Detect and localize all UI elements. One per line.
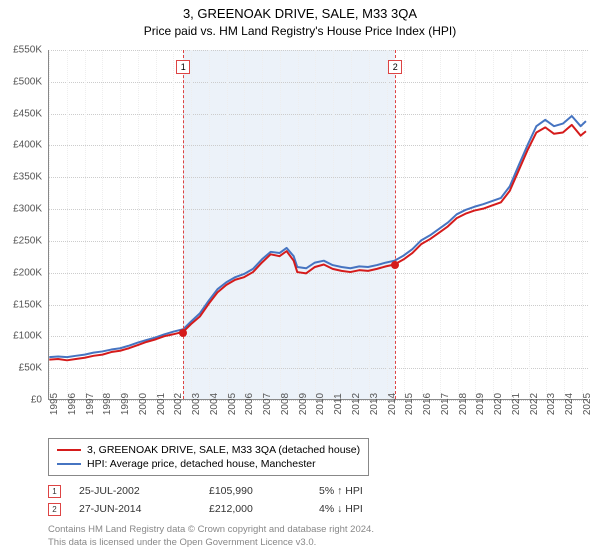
x-tick-label: 2005	[227, 393, 238, 415]
legend-item: 3, GREENOAK DRIVE, SALE, M33 3QA (detach…	[57, 443, 360, 457]
x-tick-label: 2006	[244, 393, 255, 415]
event-marker-box: 1	[48, 485, 61, 498]
x-tick-label: 2023	[546, 393, 557, 415]
legend-item: HPI: Average price, detached house, Manc…	[57, 457, 360, 471]
x-tick-label: 2008	[280, 393, 291, 415]
x-tick-label: 1999	[120, 393, 131, 415]
y-tick-label: £300K	[13, 204, 42, 215]
legend-swatch	[57, 449, 81, 451]
event-diff: 5% ↑ HPI	[319, 485, 419, 497]
x-tick-label: 1996	[67, 393, 78, 415]
event-marker-dot	[179, 329, 187, 337]
y-tick-label: £450K	[13, 108, 42, 119]
footer-line: This data is licensed under the Open Gov…	[48, 537, 374, 550]
x-tick-label: 2018	[458, 393, 469, 415]
chart-subtitle: Price paid vs. HM Land Registry's House …	[0, 21, 600, 42]
x-tick-label: 2007	[262, 393, 273, 415]
x-tick-label: 1995	[49, 393, 60, 415]
x-tick-label: 2000	[138, 393, 149, 415]
x-tick-label: 2001	[156, 393, 167, 415]
chart-area: £0£50K£100K£150K£200K£250K£300K£350K£400…	[48, 50, 588, 400]
chart-title: 3, GREENOAK DRIVE, SALE, M33 3QA	[0, 0, 600, 21]
events-table: 1 25-JUL-2002 £105,990 5% ↑ HPI 2 27-JUN…	[48, 482, 419, 518]
x-tick-label: 2003	[191, 393, 202, 415]
event-diff: 4% ↓ HPI	[319, 503, 419, 515]
x-tick-label: 2016	[422, 393, 433, 415]
event-date: 27-JUN-2014	[79, 503, 209, 515]
legend-label: 3, GREENOAK DRIVE, SALE, M33 3QA (detach…	[87, 444, 360, 456]
event-marker-dot	[391, 261, 399, 269]
x-tick-label: 2017	[440, 393, 451, 415]
x-tick-label: 2019	[475, 393, 486, 415]
legend: 3, GREENOAK DRIVE, SALE, M33 3QA (detach…	[48, 438, 369, 476]
event-row: 2 27-JUN-2014 £212,000 4% ↓ HPI	[48, 500, 419, 518]
event-marker-box: 1	[176, 60, 190, 74]
event-marker-box: 2	[388, 60, 402, 74]
y-tick-label: £500K	[13, 76, 42, 87]
x-tick-label: 2022	[529, 393, 540, 415]
x-tick-label: 2009	[298, 393, 309, 415]
x-tick-label: 2013	[369, 393, 380, 415]
x-tick-label: 1998	[102, 393, 113, 415]
legend-label: HPI: Average price, detached house, Manc…	[87, 458, 316, 470]
chart-container: 3, GREENOAK DRIVE, SALE, M33 3QA Price p…	[0, 0, 600, 560]
event-price: £105,990	[209, 485, 319, 497]
y-tick-label: £250K	[13, 235, 42, 246]
x-tick-label: 1997	[85, 393, 96, 415]
line-layer	[49, 50, 588, 399]
event-marker-box: 2	[48, 503, 61, 516]
plot-area: £0£50K£100K£150K£200K£250K£300K£350K£400…	[48, 50, 588, 400]
event-row: 1 25-JUL-2002 £105,990 5% ↑ HPI	[48, 482, 419, 500]
footer: Contains HM Land Registry data © Crown c…	[48, 524, 374, 550]
x-tick-label: 2020	[493, 393, 504, 415]
x-tick-label: 2004	[209, 393, 220, 415]
y-tick-label: £350K	[13, 172, 42, 183]
event-price: £212,000	[209, 503, 319, 515]
y-tick-label: £200K	[13, 267, 42, 278]
y-tick-label: £150K	[13, 299, 42, 310]
footer-line: Contains HM Land Registry data © Crown c…	[48, 524, 374, 537]
event-date: 25-JUL-2002	[79, 485, 209, 497]
x-tick-label: 2011	[333, 393, 344, 415]
y-tick-label: £100K	[13, 331, 42, 342]
x-tick-label: 2021	[511, 393, 522, 415]
y-tick-label: £400K	[13, 140, 42, 151]
x-tick-label: 2025	[582, 393, 593, 415]
y-tick-label: £550K	[13, 45, 42, 56]
y-tick-label: £0	[31, 395, 42, 406]
x-tick-label: 2024	[564, 393, 575, 415]
legend-swatch	[57, 463, 81, 465]
x-tick-label: 2010	[315, 393, 326, 415]
x-tick-label: 2012	[351, 393, 362, 415]
x-tick-label: 2015	[404, 393, 415, 415]
y-tick-label: £50K	[19, 363, 42, 374]
